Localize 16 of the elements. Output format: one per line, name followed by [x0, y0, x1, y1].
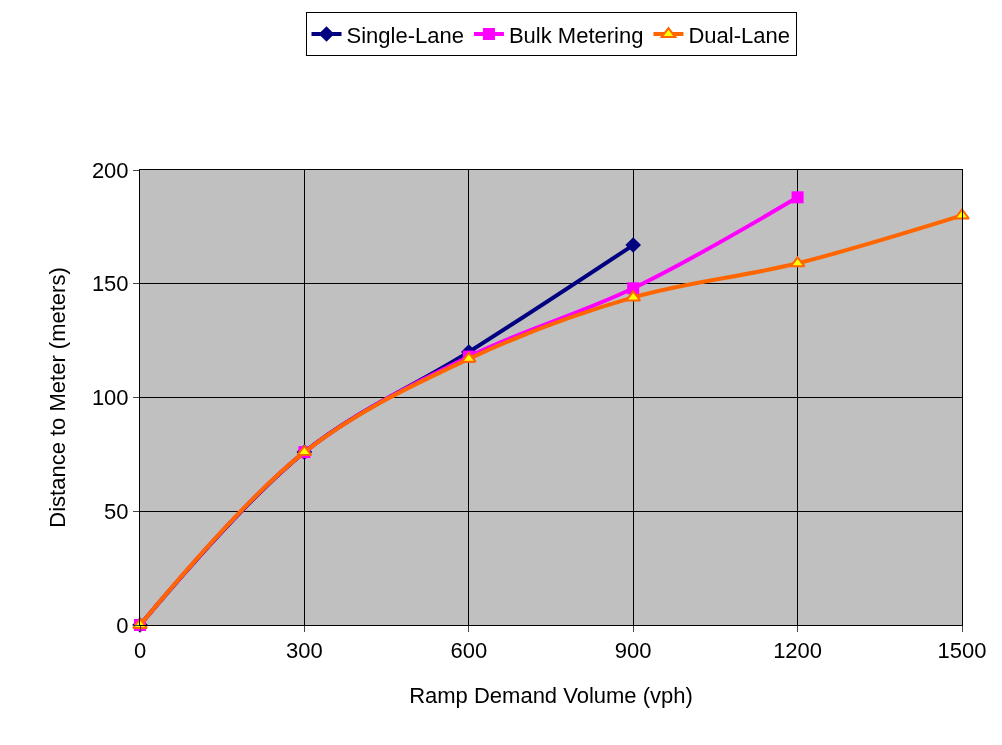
- y-tick-label: 100: [91, 385, 129, 411]
- y-tick-label: 50: [104, 498, 129, 524]
- x-axis-title: Ramp Demand Volume (vph): [409, 683, 693, 709]
- x-tick-label: 600: [450, 638, 488, 664]
- x-tick-label: 1200: [773, 638, 823, 664]
- y-tick-label: 0: [116, 612, 129, 638]
- legend-label: Single-Lane: [346, 22, 464, 48]
- legend-label: Dual-Lane: [688, 22, 790, 48]
- y-tick-label: 150: [91, 271, 129, 297]
- x-tick-label: 300: [286, 638, 323, 664]
- x-tick-label: 1500: [937, 638, 987, 664]
- x-tick-label: 0: [133, 638, 147, 664]
- y-axis-title: Distance to Meter (meters): [44, 267, 70, 528]
- legend-label: Bulk Metering: [508, 22, 644, 48]
- x-tick-label: 900: [614, 638, 652, 664]
- y-tick-label: 200: [91, 157, 129, 183]
